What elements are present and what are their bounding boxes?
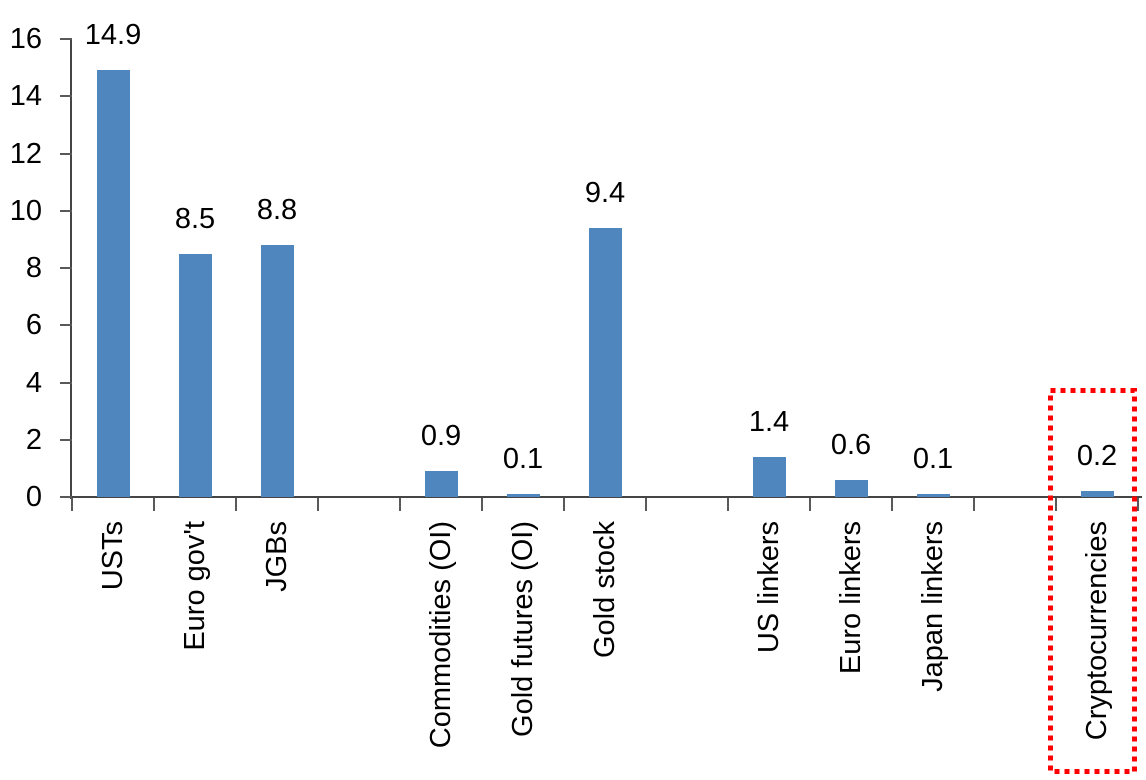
x-axis-category-text: Commodities (OI)	[425, 521, 457, 749]
bar-value-label: 1.4	[748, 405, 790, 438]
y-axis-line	[70, 39, 72, 499]
x-axis-category-text: JGBs	[261, 521, 293, 592]
bar-value-label: 14.9	[84, 19, 142, 52]
x-axis-tick	[399, 498, 401, 511]
bar	[424, 471, 458, 497]
x-axis-tick	[317, 498, 319, 511]
bar-value-label: 0.1	[502, 443, 544, 476]
x-axis-tick	[481, 498, 483, 511]
bar-value-label: 0.2	[1076, 440, 1118, 473]
y-axis-tick	[60, 152, 72, 155]
bar-value-label: 0.9	[420, 420, 462, 453]
y-axis-tick	[60, 496, 72, 498]
bar	[916, 494, 950, 497]
y-axis-tick-label: 10	[9, 194, 42, 227]
y-axis-tick	[60, 381, 72, 384]
x-axis-tick	[645, 498, 647, 511]
y-axis-tick	[60, 267, 72, 269]
bar-value-label: 8.8	[256, 194, 298, 227]
x-axis-category-text: Euro linkers	[835, 521, 867, 675]
bar	[588, 227, 622, 497]
y-axis-tick-label: 12	[9, 137, 42, 170]
y-axis-tick-label: 2	[25, 423, 42, 456]
y-axis-tick-label: 6	[25, 309, 42, 342]
x-axis-tick	[71, 498, 73, 511]
bar	[506, 494, 540, 497]
y-axis-tick	[60, 95, 72, 98]
x-axis-tick	[809, 498, 811, 511]
y-axis-tick	[60, 438, 72, 441]
highlight-dotted-border	[1048, 388, 1137, 774]
x-axis-tick	[1055, 498, 1057, 511]
bar	[178, 253, 212, 497]
bar	[752, 456, 786, 497]
bar-value-label: 9.4	[584, 176, 626, 209]
x-axis-category-text: Japan linkers	[917, 521, 949, 692]
x-axis-line	[70, 496, 1142, 498]
x-axis-category-text: US linkers	[753, 521, 785, 654]
x-axis-category-text: USTs	[97, 521, 129, 591]
bar	[834, 479, 868, 497]
y-axis-tick-label: 14	[9, 80, 42, 113]
bar	[1080, 491, 1114, 497]
x-axis-tick	[153, 498, 155, 511]
x-axis-category-text: Gold futures (OI)	[507, 521, 539, 737]
y-axis-tick-label: 4	[25, 366, 42, 399]
bar-value-label: 0.1	[912, 443, 954, 476]
highlight-box	[1048, 388, 1137, 774]
x-axis-category-text: Gold stock	[589, 521, 621, 658]
y-axis-tick	[60, 38, 72, 40]
y-axis-tick-label: 16	[9, 23, 42, 55]
x-axis-category-text: Euro gov't	[179, 521, 211, 651]
x-axis-tick	[891, 498, 893, 511]
y-axis-tick	[60, 209, 72, 212]
x-axis-tick	[1137, 498, 1139, 511]
x-axis-tick	[973, 498, 975, 511]
y-axis-tick-label: 0	[25, 481, 42, 513]
y-axis-tick	[60, 324, 72, 327]
bar-value-label: 0.6	[830, 428, 872, 461]
x-axis-tick	[727, 498, 729, 511]
bar-value-label: 8.5	[174, 202, 216, 235]
y-axis-tick-label: 8	[25, 252, 42, 284]
bar	[96, 70, 130, 497]
x-axis-tick	[563, 498, 565, 511]
bar	[260, 245, 294, 497]
x-axis-tick	[235, 498, 237, 511]
